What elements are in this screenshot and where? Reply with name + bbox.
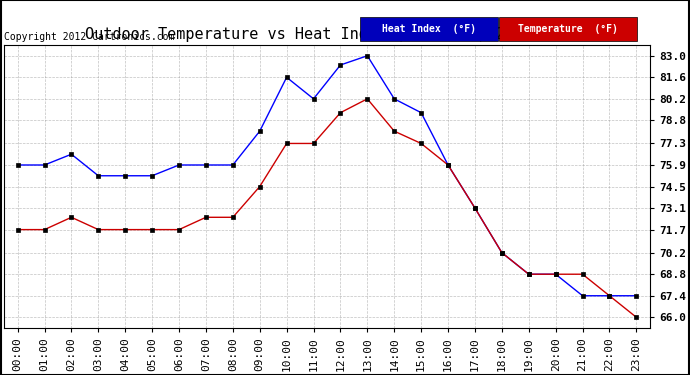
Text: Heat Index  (°F): Heat Index (°F) [382, 24, 476, 34]
Text: Temperature  (°F): Temperature (°F) [518, 24, 618, 34]
Text: Copyright 2012 Cartronics.com: Copyright 2012 Cartronics.com [4, 32, 175, 42]
Title: Outdoor Temperature vs Heat Index (24 Hours) 20120719: Outdoor Temperature vs Heat Index (24 Ho… [85, 27, 569, 42]
